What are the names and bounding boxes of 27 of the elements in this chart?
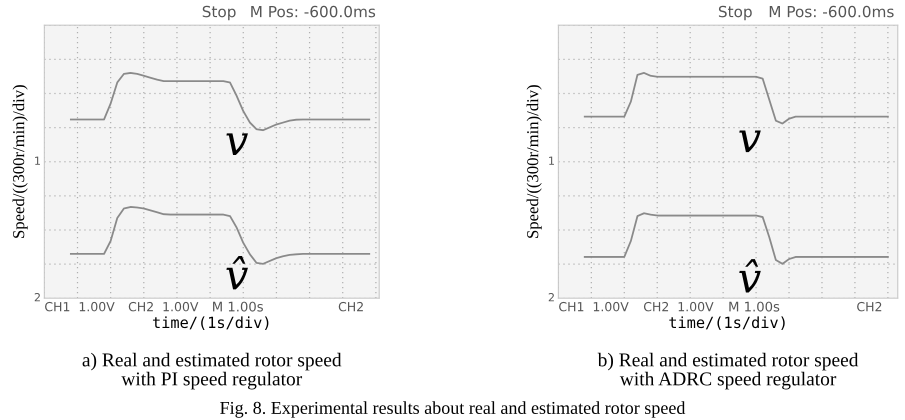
text: b) Real and estimated rotor speed with ADRC speed regulator bbox=[598, 352, 858, 390]
series-label: v bbox=[739, 130, 761, 152]
series-label: v̂ bbox=[739, 259, 761, 292]
series-label: v bbox=[226, 133, 248, 155]
x-axis-title: time/(1s/div) bbox=[669, 316, 785, 330]
text: CH2 1.00V bbox=[128, 302, 198, 312]
text: CH2 bbox=[857, 302, 882, 312]
caption: Fig. 8. Experimental results about real and estimated rotor speed bbox=[220, 401, 686, 418]
series-label: v̂ bbox=[226, 256, 248, 290]
text: Stop bbox=[202, 6, 236, 20]
text: CH1 1.00V bbox=[559, 302, 629, 312]
text: M Pos: -600.0ms bbox=[251, 6, 376, 18]
text: 2 bbox=[548, 293, 554, 302]
text: M Pos: -600.0ms bbox=[770, 6, 894, 18]
text: M 1.00s bbox=[729, 302, 780, 312]
text: 1 bbox=[35, 156, 40, 165]
text: 2 bbox=[34, 293, 40, 302]
text: Stop bbox=[718, 6, 752, 20]
text: 1 bbox=[549, 156, 554, 165]
y-axis-title: Speed/((300r/min)/div) bbox=[526, 85, 542, 238]
text: a) Real and estimated rotor speed with PI speed regulator bbox=[82, 352, 342, 390]
y-axis-title: Speed/((300r/min)/div) bbox=[12, 85, 28, 238]
x-axis-title: time/(1s/div) bbox=[152, 316, 268, 330]
text: CH1 1.00V bbox=[45, 302, 115, 312]
text: CH2 1.00V bbox=[644, 302, 714, 312]
text: M 1.00s bbox=[213, 302, 263, 312]
text: CH2 bbox=[338, 302, 363, 312]
